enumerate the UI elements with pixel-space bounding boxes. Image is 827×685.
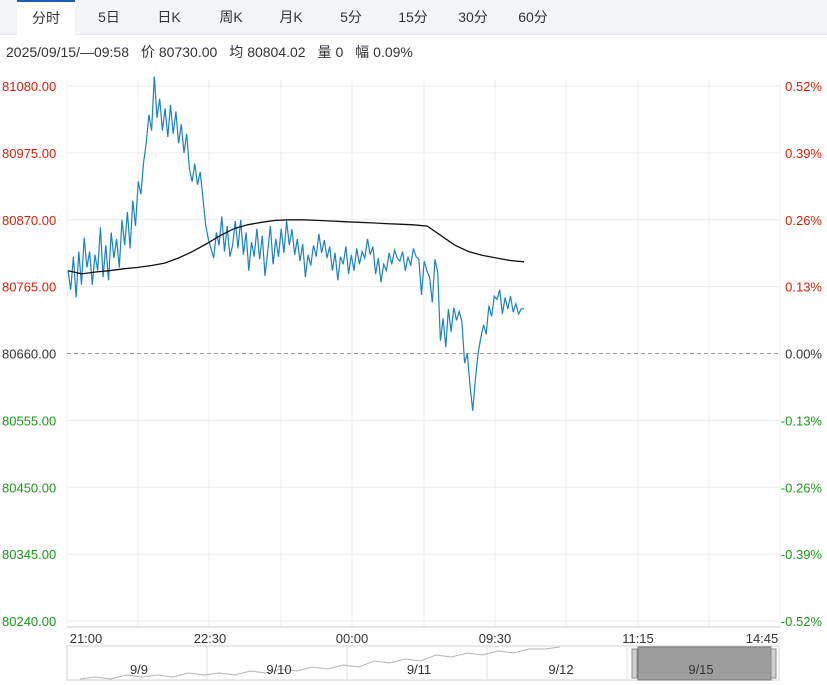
overview-day-label: 9/10 (266, 662, 291, 677)
volume-value: 0 (335, 44, 344, 60)
overview-day-label: 9/15 (688, 662, 713, 677)
price-value: 80730.00 (158, 44, 218, 60)
tab-15min[interactable]: 15分 (398, 9, 428, 25)
tab-monthly-k[interactable]: 月K (279, 9, 303, 25)
x-tick-label: 09:30 (479, 631, 512, 646)
pct-tick-label: 0.00% (785, 347, 822, 362)
y-tick-label: 80345.00 (2, 547, 56, 562)
overview-selection-window (637, 646, 772, 681)
tab-5day[interactable]: 5日 (98, 9, 120, 25)
change-value: 0.09% (373, 44, 413, 60)
tab-60min[interactable]: 60分 (518, 9, 548, 25)
y-tick-label: 80660.00 (2, 347, 56, 362)
tab-daily-k[interactable]: 日K (157, 9, 181, 25)
price-label: 价 (140, 44, 155, 60)
overview-navigator[interactable]: 9/9 9/10 9/11 9/12 9/15 (66, 645, 780, 681)
y-tick-label: 80870.00 (2, 213, 56, 228)
overview-left-handle (631, 648, 638, 679)
volume-label: 量 (317, 44, 332, 60)
avg-label: 均 (229, 44, 244, 60)
pct-tick-label: -0.52% (781, 614, 823, 629)
pct-tick-label: 0.26% (785, 213, 822, 228)
chart-grid (66, 80, 781, 627)
y-tick-label: 81080.00 (2, 79, 56, 94)
y-tick-label: 80555.00 (2, 413, 56, 428)
y-tick-label: 80240.00 (2, 614, 56, 629)
x-tick-label: 00:00 (336, 631, 369, 646)
tab-intraday[interactable]: 分时 (17, 0, 75, 35)
pct-tick-label: -0.26% (781, 480, 823, 495)
x-tick-label: 22:30 (194, 631, 227, 646)
overview-trend (79, 646, 561, 680)
tab-weekly-k[interactable]: 周K (219, 9, 243, 25)
overview-right-handle (770, 648, 777, 679)
pct-tick-label: 0.13% (785, 280, 822, 295)
price-line (67, 76, 524, 411)
pct-tick-label: -0.13% (781, 413, 823, 428)
pct-tick-label: -0.39% (781, 547, 823, 562)
change-label: 幅 (355, 44, 370, 60)
tab-30min[interactable]: 30分 (458, 9, 488, 25)
overview-day-label: 9/11 (407, 662, 431, 677)
y-tick-label: 80975.00 (2, 146, 56, 161)
x-tick-label: 11:15 (622, 631, 654, 646)
avg-line (67, 219, 525, 275)
chart-series (67, 76, 525, 411)
pct-tick-label: 0.52% (785, 79, 822, 94)
overview-day-label: 9/12 (548, 662, 573, 677)
pct-tick-label: 0.39% (785, 146, 822, 161)
x-tick-label: 14:45 (746, 631, 779, 646)
chart-axes: 81080.00 0.52% 80975.00 0.39% 80870.00 0.26% 8… (2, 79, 822, 646)
y-tick-label: 80450.00 (2, 480, 56, 495)
tab-5min[interactable]: 5分 (340, 9, 362, 25)
period-tab-bar: 分时 5日 日K 周K 月K 5分 15分 30分 60分 (0, 0, 827, 35)
avg-value: 80804.02 (247, 44, 306, 60)
overview-day-label: 9/9 (130, 662, 148, 677)
y-tick-label: 80765.00 (2, 280, 56, 295)
x-tick-label: 21:00 (70, 631, 103, 646)
quote-datetime: 2025/09/15/—09:58 (6, 44, 129, 60)
